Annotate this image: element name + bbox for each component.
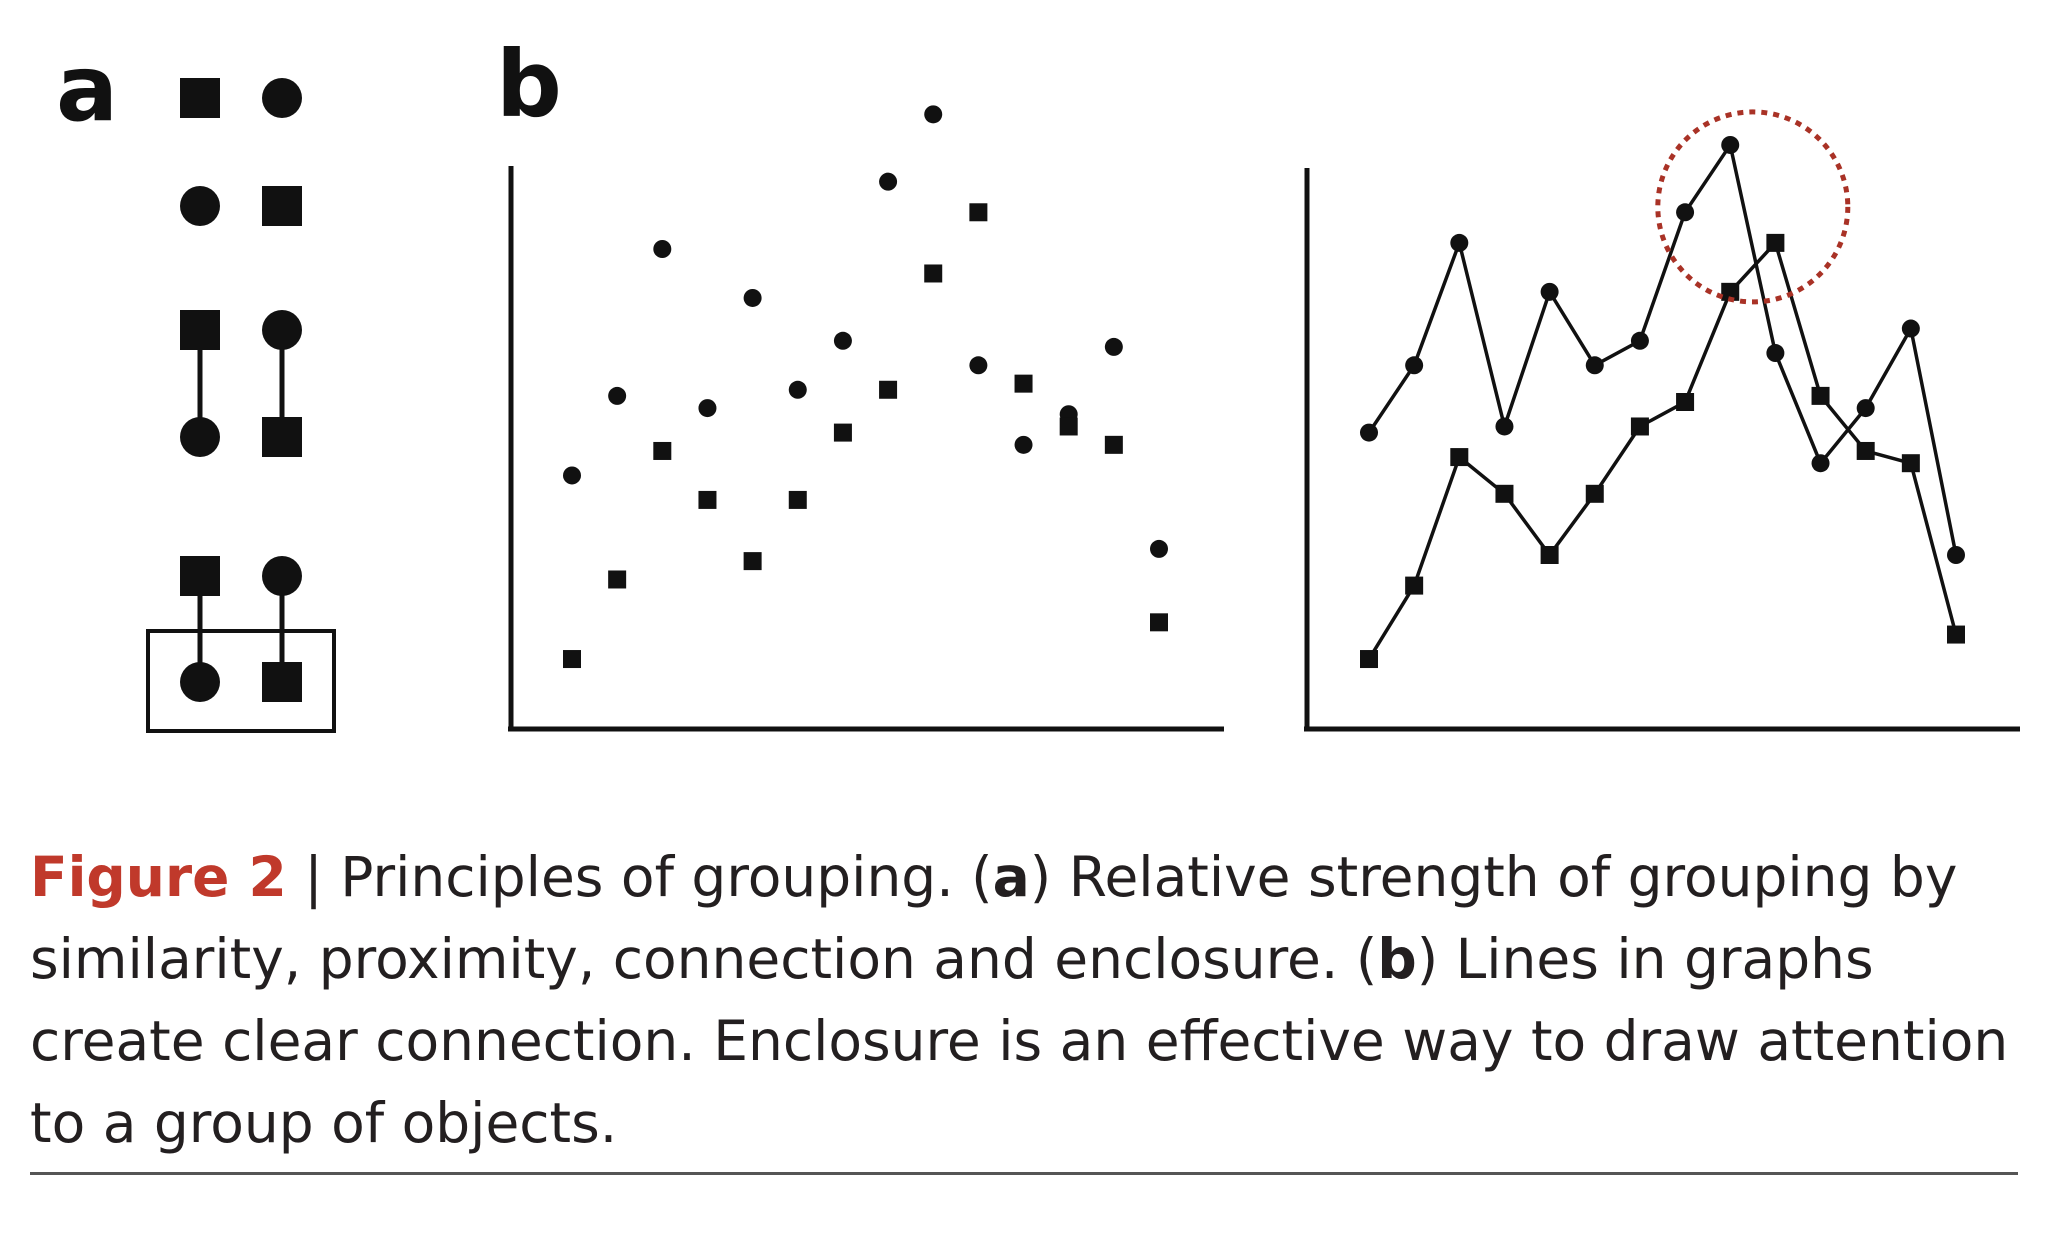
circle-point — [1150, 539, 1168, 558]
group-mark-square — [180, 556, 220, 596]
square-point — [1630, 417, 1649, 436]
circle-point — [743, 288, 762, 307]
circle-point — [833, 331, 852, 350]
circle-point — [1585, 356, 1604, 375]
square-point — [1811, 386, 1830, 405]
square-point — [563, 650, 581, 669]
group-mark-circle — [262, 78, 302, 118]
caption-text-1: Principles of grouping. ( — [340, 845, 993, 909]
panel-a-letter: a — [56, 35, 118, 142]
square-point — [1450, 448, 1469, 467]
caption-rule — [30, 1172, 2018, 1175]
caption-bold-b: b — [1377, 927, 1417, 991]
circle-point — [1856, 399, 1875, 418]
caption-text-2: ) Relative strength of grouping by simil… — [30, 845, 1958, 991]
group-mark-circle — [180, 186, 220, 226]
group-mark-square — [262, 662, 302, 702]
circle-point — [563, 466, 581, 485]
circle-point — [698, 399, 717, 418]
circle-point — [1405, 356, 1424, 375]
square-point — [1104, 435, 1123, 454]
grouping-row-similarity — [180, 78, 302, 226]
group-mark-square — [180, 310, 220, 350]
circle-point — [1947, 546, 1965, 564]
group-mark-circle — [262, 310, 302, 350]
panel-a-grouping-examples — [146, 78, 336, 733]
grouping-row-enclosure — [146, 556, 336, 733]
circle-point — [653, 240, 672, 258]
square-point — [879, 380, 898, 399]
group-mark-circle — [180, 417, 220, 457]
circle-point — [1811, 454, 1830, 473]
enclosure-box — [146, 629, 336, 733]
circle-point — [1450, 233, 1469, 252]
square-point — [969, 203, 988, 222]
square-point — [1766, 233, 1785, 252]
group-mark-circle — [262, 556, 302, 596]
circle-point — [969, 356, 988, 375]
circle-point — [879, 172, 898, 191]
panel-b-letter: b — [496, 31, 562, 138]
square-point — [833, 423, 852, 442]
circle-point — [1721, 135, 1740, 154]
square-point — [1947, 625, 1965, 644]
square-point — [1360, 650, 1378, 669]
caption-separator: | — [286, 845, 341, 909]
square-point — [1585, 484, 1604, 503]
circle-point — [788, 380, 807, 399]
group-mark-circle — [180, 662, 220, 702]
square-point — [653, 441, 672, 460]
circle-point — [1676, 203, 1695, 222]
circle-point — [608, 386, 627, 405]
figure-caption: Figure 2 | Principles of grouping. (a) R… — [30, 836, 2020, 1164]
caption-bold-a: a — [992, 845, 1030, 909]
circle-point — [1540, 282, 1559, 301]
group-mark-square — [262, 186, 302, 226]
square-point — [788, 490, 807, 509]
square-point — [1014, 374, 1033, 393]
circle-point — [1360, 423, 1378, 442]
caption-text-3: ) Lines in graphs create clear connectio… — [30, 927, 2009, 1155]
panel-b-scatter-plot — [508, 105, 1224, 732]
square-point — [698, 490, 717, 509]
square-point — [924, 264, 943, 283]
grouping-row-connection — [180, 310, 302, 457]
figure-label: Figure 2 — [30, 845, 287, 909]
square-point — [608, 570, 627, 589]
square-point — [1059, 417, 1078, 436]
circle-point — [924, 105, 943, 124]
circle-point — [1766, 344, 1785, 363]
highlight-enclosure-circle — [1655, 109, 1851, 305]
square-point — [1405, 576, 1424, 595]
circle-series-line — [1367, 140, 1958, 556]
square-point — [1721, 282, 1740, 301]
square-point — [1856, 441, 1875, 460]
circle-point — [1901, 319, 1920, 338]
square-point — [1495, 484, 1514, 503]
square-point — [1901, 454, 1920, 473]
circle-point — [1104, 337, 1123, 356]
circle-point — [1630, 331, 1649, 350]
square-point — [1150, 613, 1168, 632]
circle-point — [1495, 417, 1514, 436]
group-mark-square — [262, 417, 302, 457]
group-mark-square — [180, 78, 220, 118]
panel-b-line-plot — [1304, 109, 2020, 732]
square-point — [743, 552, 762, 571]
square-point — [1676, 393, 1695, 411]
circle-point — [1014, 435, 1033, 454]
square-point — [1540, 546, 1559, 564]
